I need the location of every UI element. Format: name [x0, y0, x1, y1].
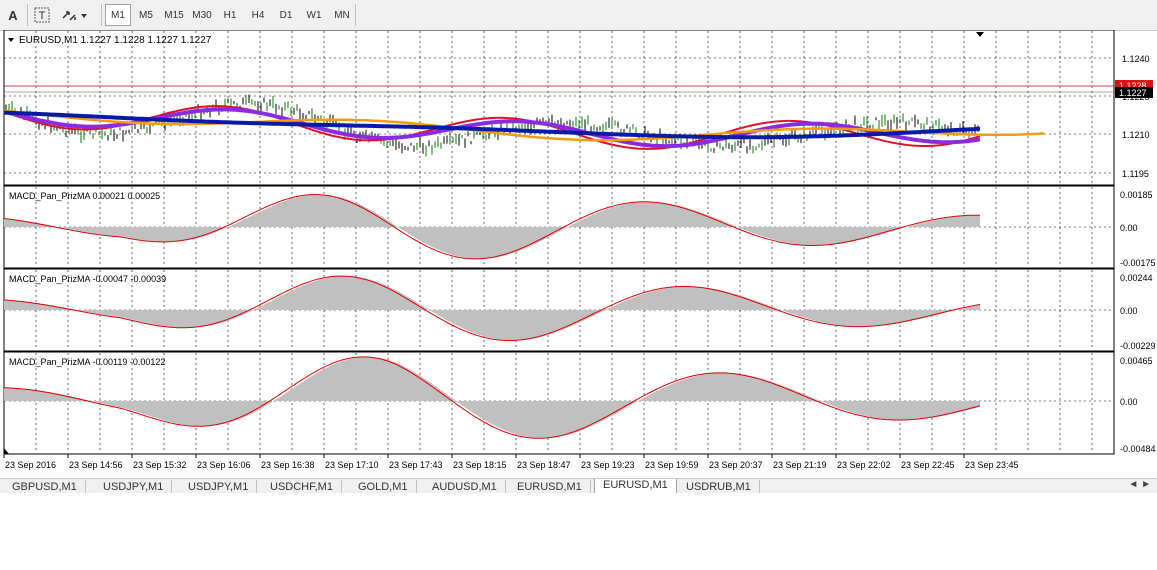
indicator-scale-mid: 0.00 [1120, 306, 1138, 316]
chart-tabs: GBPUSD,M1 USDJPY,M1 USDJPY,M1 USDCHF,M1 GOLD… [0, 478, 1157, 493]
timeframe-button-mn[interactable]: MN [334, 10, 350, 21]
price-tick-label: 1.1240 [1122, 54, 1150, 64]
bid-price-tag [1115, 87, 1153, 98]
bid-price-label: 1.1227 [1119, 88, 1147, 98]
time-label: 23 Sep 19:23 [581, 460, 635, 470]
signal-line [3, 356, 981, 439]
time-label: 23 Sep 22:02 [837, 460, 891, 470]
timeframe-button-m1[interactable]: M1 [105, 4, 131, 26]
text-label-icon[interactable]: T [33, 6, 51, 24]
time-label: 23 Sep 23:45 [965, 460, 1019, 470]
chart-canvas[interactable]: EURUSD,M1 1.1227 1.1228 1.1227 1.1227 1.1… [0, 29, 1157, 478]
ask-price-tag [1115, 80, 1153, 91]
chart-tab[interactable]: GOLD,M1 [350, 480, 417, 493]
corner-marker [4, 448, 9, 454]
indicator-scale-bottom: -0.00175 [1120, 258, 1156, 268]
toolbar-separator [101, 4, 102, 26]
time-label: 23 Sep 22:45 [901, 460, 955, 470]
indicator-title: MACD_Pan_PrizMA -0.00047 -0.00039 [9, 274, 166, 284]
ma-line-orange [3, 109, 1045, 142]
indicator-scale-mid: 0.00 [1120, 223, 1138, 233]
timeframe-button-m15[interactable]: M15 [164, 10, 184, 21]
chart-area[interactable]: EURUSD,M1 1.1227 1.1228 1.1227 1.1227 1.1… [0, 29, 1157, 478]
chart-tab[interactable]: GBPUSD,M1 [4, 480, 86, 493]
time-label: 23 Sep 15:32 [133, 460, 187, 470]
time-label: 23 Sep 2016 [5, 460, 56, 470]
svg-text:T: T [39, 10, 46, 22]
price-tick-label: 1.1195 [1122, 169, 1149, 179]
time-label: 23 Sep 14:56 [69, 460, 123, 470]
timeframe-button-h4[interactable]: H4 [251, 10, 265, 21]
indicator-title: MACD_Pan_PrizMA -0.00119 -0.00122 [9, 357, 165, 367]
main-pane[interactable] [3, 29, 1115, 186]
indicator-scale-bottom: -0.00229 [1120, 341, 1156, 351]
time-label: 23 Sep 20:37 [709, 460, 763, 470]
arrows-icon[interactable] [60, 6, 90, 24]
indicator-scale-top: 0.00185 [1120, 190, 1153, 200]
time-label: 23 Sep 21:19 [773, 460, 827, 470]
time-label: 23 Sep 17:43 [389, 460, 443, 470]
chart-tab[interactable]: USDCHF,M1 [262, 480, 342, 493]
toolbar-separator [355, 4, 356, 26]
chart-tab[interactable]: AUDUSD,M1 [424, 480, 506, 493]
chart-shift-marker[interactable] [976, 32, 984, 37]
indicator-title: MACD_Pan_PrizMA 0.00021 0.00025 [9, 191, 160, 201]
timeframe-button-m30[interactable]: M30 [192, 10, 212, 21]
indicator-scale-bottom: -0.00484 [1120, 444, 1156, 454]
chart-tab[interactable]: USDJPY,M1 [180, 480, 258, 493]
time-label: 23 Sep 16:38 [261, 460, 315, 470]
ask-price-label: 1.1228 [1119, 81, 1147, 91]
time-label: 23 Sep 19:59 [645, 460, 699, 470]
ma-line-purple [3, 107, 981, 149]
indicator-scale-top: 0.00244 [1120, 273, 1153, 283]
chart-tab[interactable]: EURUSD,M1 [594, 479, 677, 493]
collapse-arrow-icon[interactable] [8, 38, 14, 42]
time-label: 23 Sep 16:06 [197, 460, 251, 470]
toolbar: A T M1 M5 M15 M30 H1 H4 D1 W1 MN [0, 0, 1157, 31]
signal-line [3, 275, 981, 341]
time-label: 23 Sep 18:15 [453, 460, 507, 470]
time-label: 23 Sep 18:47 [517, 460, 571, 470]
chart-tab[interactable]: EURUSD,M1 [509, 480, 591, 493]
ma-line-blue [3, 110, 981, 140]
timeframe-button-w1[interactable]: W1 [306, 10, 322, 21]
signal-line [3, 194, 980, 260]
time-label: 23 Sep 17:10 [325, 460, 379, 470]
chart-tab[interactable]: USDJPY,M1 [95, 480, 173, 493]
chart-tab[interactable]: USDRUB,M1 [678, 480, 760, 493]
toolbar-separator [27, 4, 28, 26]
price-tick-label: 1.1210 [1122, 130, 1150, 140]
timeframe-button-d1[interactable]: D1 [279, 10, 293, 21]
font-button[interactable]: A [8, 8, 18, 23]
indicator-scale-mid: 0.00 [1120, 397, 1138, 407]
main-chart-title: EURUSD,M1 1.1227 1.1228 1.1227 1.1227 [19, 35, 212, 46]
timeframe-button-m5[interactable]: M5 [139, 10, 153, 21]
timeframe-button-h1[interactable]: H1 [223, 10, 237, 21]
indicator-scale-top: 0.00465 [1120, 356, 1153, 366]
tab-scroll-arrows[interactable]: ◄ ► [1128, 479, 1151, 490]
